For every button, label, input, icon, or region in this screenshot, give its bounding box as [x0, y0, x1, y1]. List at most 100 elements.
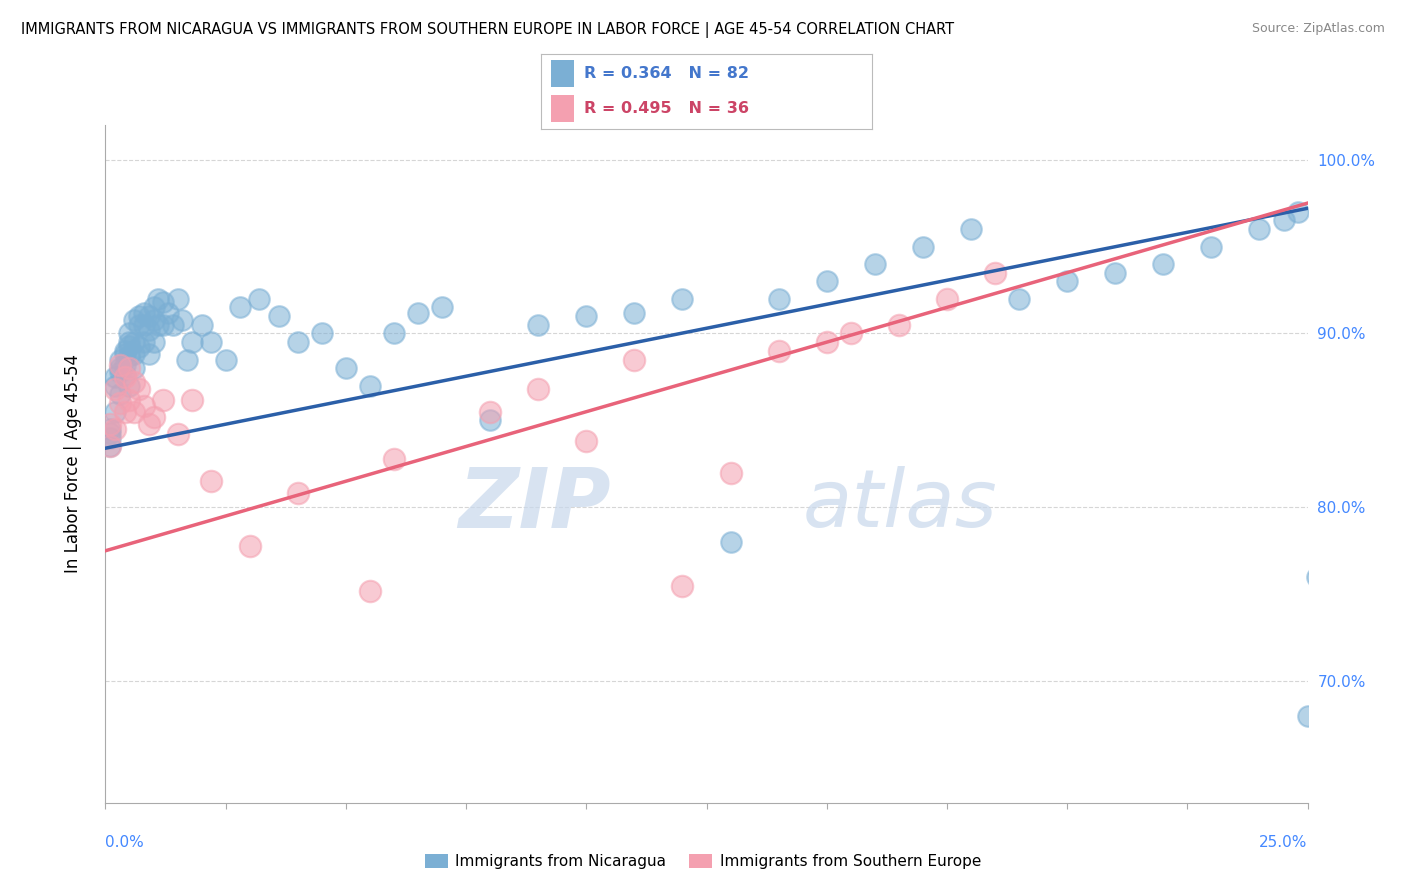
Point [98, 422, 121, 436]
Point [1310, 709, 1333, 723]
Point [108, 358, 131, 372]
Point [124, 405, 146, 419]
Text: 0.0%: 0.0% [105, 836, 145, 850]
Bar [551, 95, 575, 122]
Point [815, 335, 838, 350]
Point [124, 347, 146, 361]
Point [1056, 274, 1078, 288]
Point [108, 387, 131, 401]
Point [156, 305, 179, 319]
Point [162, 318, 184, 332]
Point [768, 343, 790, 358]
Point [960, 222, 983, 236]
Point [311, 326, 333, 341]
Point [181, 392, 204, 407]
Text: R = 0.364   N = 82: R = 0.364 N = 82 [585, 66, 749, 81]
Point [623, 352, 645, 367]
Point [887, 318, 910, 332]
Point [124, 361, 146, 376]
Text: Source: ZipAtlas.com: Source: ZipAtlas.com [1251, 22, 1385, 36]
Point [575, 309, 598, 323]
Point [118, 338, 141, 352]
Point [108, 396, 131, 410]
Point [1306, 570, 1329, 584]
Point [142, 409, 165, 424]
Point [142, 301, 165, 315]
Point [138, 347, 160, 361]
Point [124, 335, 146, 350]
Point [190, 318, 212, 332]
Point [108, 352, 131, 367]
Point [108, 361, 131, 376]
Point [114, 368, 136, 383]
Point [142, 312, 165, 326]
Point [128, 318, 150, 332]
Point [247, 292, 270, 306]
Point [114, 358, 136, 372]
Point [839, 326, 862, 341]
Point [863, 257, 886, 271]
Point [911, 239, 934, 253]
Point [148, 318, 170, 332]
Point [172, 312, 194, 326]
Point [98, 417, 121, 431]
Text: atlas: atlas [803, 466, 997, 543]
Point [527, 318, 550, 332]
Point [114, 343, 136, 358]
Point [132, 305, 155, 319]
Point [118, 349, 141, 363]
Point [142, 335, 165, 350]
Point [104, 382, 127, 396]
Point [479, 405, 502, 419]
Point [671, 578, 693, 592]
Point [132, 335, 155, 350]
Text: IMMIGRANTS FROM NICARAGUA VS IMMIGRANTS FROM SOUTHERN EUROPE IN LABOR FORCE | AG: IMMIGRANTS FROM NICARAGUA VS IMMIGRANTS … [21, 22, 955, 38]
Point [406, 305, 429, 319]
Point [1320, 682, 1343, 697]
Bar [551, 61, 575, 87]
Point [287, 335, 309, 350]
Point [118, 392, 141, 407]
Point [1272, 213, 1295, 227]
Point [104, 370, 127, 384]
Point [575, 434, 598, 449]
Point [128, 340, 150, 354]
Point [1296, 709, 1319, 723]
Point [335, 361, 357, 376]
Point [1104, 266, 1126, 280]
Point [132, 318, 155, 332]
Point [671, 292, 693, 306]
Point [720, 466, 742, 480]
Y-axis label: In Labor Force | Age 45-54: In Labor Force | Age 45-54 [63, 354, 82, 574]
Point [239, 539, 262, 553]
Point [138, 309, 160, 323]
Point [768, 292, 790, 306]
Point [98, 431, 121, 445]
Point [200, 474, 222, 488]
Point [176, 352, 198, 367]
Point [138, 323, 160, 337]
Point [623, 305, 645, 319]
Point [104, 422, 127, 436]
Point [118, 378, 141, 392]
Point [104, 405, 127, 419]
Point [359, 378, 381, 392]
Point [124, 312, 146, 326]
Point [128, 382, 150, 396]
Point [114, 370, 136, 384]
Point [166, 427, 188, 442]
Point [118, 361, 141, 376]
Point [152, 318, 174, 332]
Point [382, 451, 405, 466]
Point [214, 352, 236, 367]
Point [118, 326, 141, 341]
Point [118, 335, 141, 350]
Legend: Immigrants from Nicaragua, Immigrants from Southern Europe: Immigrants from Nicaragua, Immigrants fr… [419, 848, 987, 875]
Point [98, 425, 121, 440]
Point [936, 292, 959, 306]
Point [114, 347, 136, 361]
Point [720, 535, 742, 549]
Point [98, 440, 121, 454]
Point [479, 413, 502, 427]
Point [1286, 204, 1309, 219]
